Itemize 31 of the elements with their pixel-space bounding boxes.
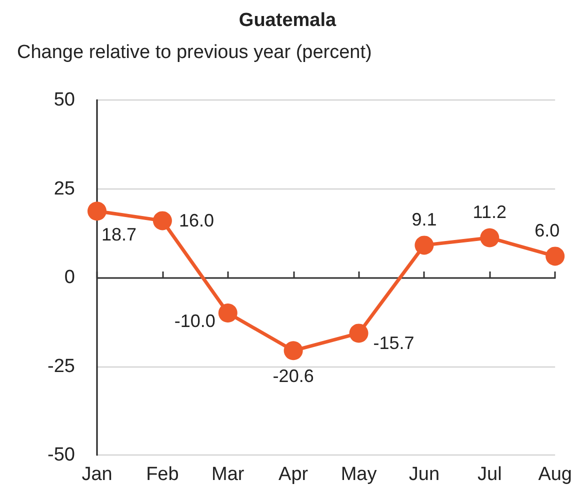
x-tick-label: Jan [82,464,112,485]
chart-subtitle: Change relative to previous year (percent) [17,42,372,63]
point [414,236,434,255]
point [284,341,303,360]
y-tick-label: -50 [48,444,75,466]
data-label: 11.2 [472,202,507,222]
y-tick-label: -25 [48,356,75,377]
point [480,228,500,248]
data-label: 9.1 [412,210,437,230]
data-label: -20.6 [272,366,314,386]
point [152,211,172,230]
x-tick-label: May [340,464,378,485]
x-tick-label: Mar [212,464,245,485]
x-tick-label: Aug [538,464,572,485]
data-label: 18.7 [101,224,137,245]
x-tick-label: Apr [278,464,309,485]
data-label: -10.0 [174,311,216,331]
data-label: -15.7 [373,333,414,354]
y-tick-label: 25 [54,178,75,200]
data-label: 16.0 [178,210,214,231]
x-tick-label: Jun [408,464,440,485]
chart-title: Guatemala [238,10,337,31]
y-tick-label: 0 [64,267,75,288]
point [218,304,238,322]
y-tick-label: 50 [54,90,75,110]
point [88,202,106,221]
x-tick-label: Jul [478,464,502,485]
point [546,246,565,266]
point [349,324,368,343]
data-label: 6.0 [534,220,560,241]
x-tick-label: Feb [146,464,179,485]
